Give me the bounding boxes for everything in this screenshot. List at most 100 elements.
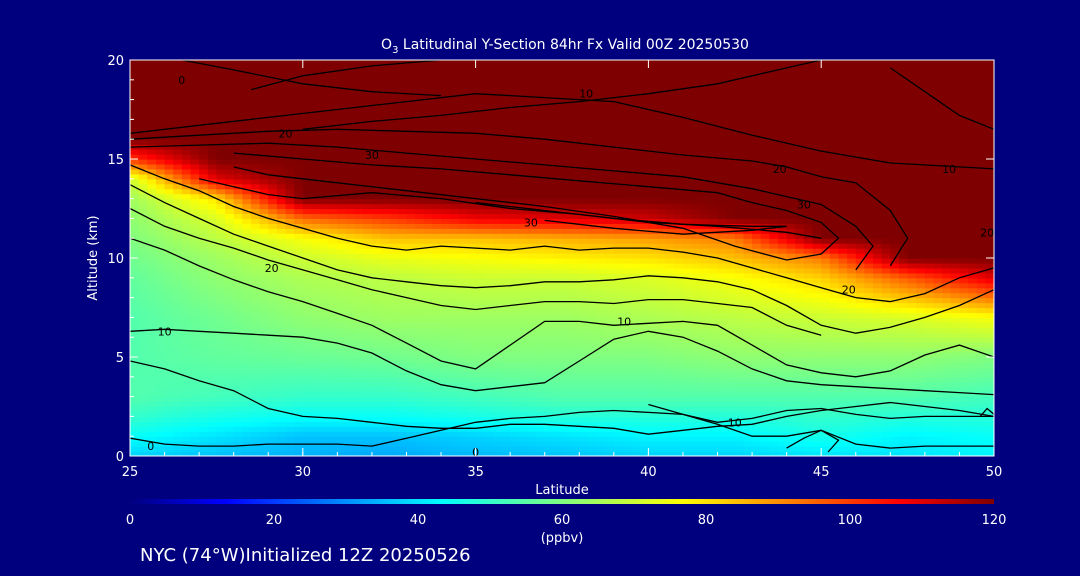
ozone-cell xyxy=(847,361,857,368)
ozone-cell xyxy=(890,277,900,284)
ozone-cell xyxy=(786,421,796,427)
ozone-cell xyxy=(250,302,261,309)
ozone-cell xyxy=(320,287,330,294)
ozone-cell xyxy=(950,243,961,249)
ozone-cell xyxy=(924,376,935,383)
ozone-cell xyxy=(855,248,865,254)
ozone-cell xyxy=(881,322,891,328)
ozone-cell xyxy=(415,312,425,318)
ozone-cell xyxy=(562,233,572,239)
ozone-cell xyxy=(432,451,442,456)
ozone-cell xyxy=(527,248,537,254)
ozone-cell xyxy=(778,371,788,378)
ozone-cell xyxy=(881,238,891,244)
ozone-cell xyxy=(432,277,442,284)
ozone-cell xyxy=(855,307,865,314)
ozone-cell xyxy=(708,332,719,338)
ozone-cell xyxy=(276,307,287,314)
ozone-cell xyxy=(890,253,900,259)
ozone-cell xyxy=(587,282,598,289)
ozone-cell xyxy=(778,406,788,413)
ozone-cell xyxy=(190,371,200,378)
ozone-cell xyxy=(423,317,433,323)
ozone-cell xyxy=(933,213,943,219)
ozone-cell xyxy=(492,258,503,264)
ozone-cell xyxy=(380,208,390,215)
ozone-cell xyxy=(242,411,252,417)
ozone-cell xyxy=(380,262,390,269)
ozone-cell xyxy=(855,233,865,239)
ozone-cell xyxy=(968,332,978,338)
ozone-cell xyxy=(622,371,632,378)
ozone-cell xyxy=(968,352,978,358)
ozone-cell xyxy=(285,238,295,244)
ozone-cell xyxy=(829,332,840,338)
ozone-cell xyxy=(363,386,373,393)
ozone-cell xyxy=(898,406,909,413)
ozone-cell xyxy=(510,208,520,215)
ozone-cell xyxy=(803,426,814,432)
ozone-cell xyxy=(449,258,459,264)
ozone-cell xyxy=(181,228,192,234)
ozone-cell xyxy=(147,431,157,437)
ozone-cell xyxy=(250,262,261,269)
ozone-cell xyxy=(458,322,468,328)
ozone-cell xyxy=(302,396,313,403)
ozone-cell xyxy=(441,347,451,353)
ozone-cell xyxy=(924,441,935,447)
ozone-cell xyxy=(536,317,546,323)
ozone-cell xyxy=(216,366,226,373)
ozone-cell xyxy=(847,223,857,229)
ozone-cell xyxy=(959,421,969,427)
ozone-cell xyxy=(389,401,399,408)
ozone-cell xyxy=(907,352,917,358)
ozone-cell xyxy=(881,292,891,299)
ozone-cell xyxy=(458,416,468,422)
ozone-cell xyxy=(734,421,745,427)
ozone-cell xyxy=(380,451,390,456)
ozone-cell xyxy=(320,436,330,442)
ozone-cell xyxy=(536,406,546,413)
ozone-cell xyxy=(639,411,649,417)
ozone-cell xyxy=(475,243,485,249)
ozone-cell xyxy=(225,431,235,437)
ozone-cell xyxy=(890,416,900,422)
ozone-cell xyxy=(285,228,295,234)
ozone-cell xyxy=(155,366,166,373)
ozone-cell xyxy=(406,258,416,264)
ozone-cell xyxy=(985,347,994,353)
ozone-cell xyxy=(294,366,304,373)
ozone-cell xyxy=(562,352,572,358)
ozone-cell xyxy=(752,347,762,353)
ozone-cell xyxy=(587,253,598,259)
ozone-cell xyxy=(924,218,935,224)
ozone-cell xyxy=(657,352,667,358)
ozone-cell xyxy=(631,287,641,294)
ozone-cell xyxy=(587,302,598,309)
ozone-cell xyxy=(734,238,745,244)
ozone-cell xyxy=(268,248,278,254)
ozone-cell xyxy=(147,441,157,447)
ozone-cell xyxy=(622,253,632,259)
ozone-cell xyxy=(760,248,770,254)
ozone-cell xyxy=(328,381,338,388)
ozone-cell xyxy=(760,258,770,264)
ozone-cell xyxy=(501,262,511,269)
ozone-cell xyxy=(579,376,589,383)
ozone-cell xyxy=(397,347,408,353)
ozone-cell xyxy=(691,317,701,323)
ozone-cell xyxy=(778,297,788,304)
ozone-cell xyxy=(371,243,382,249)
ozone-cell xyxy=(726,292,736,299)
ozone-cell xyxy=(916,213,926,219)
ozone-cell xyxy=(613,361,624,368)
ozone-cell xyxy=(881,287,891,294)
ozone-cell xyxy=(674,277,684,284)
ozone-cell xyxy=(829,272,840,279)
ozone-cell xyxy=(821,371,831,378)
ozone-cell xyxy=(734,396,745,403)
ozone-cell xyxy=(285,253,295,259)
ozone-cell xyxy=(423,401,433,408)
ozone-cell xyxy=(769,401,779,408)
ozone-cell xyxy=(233,342,243,348)
